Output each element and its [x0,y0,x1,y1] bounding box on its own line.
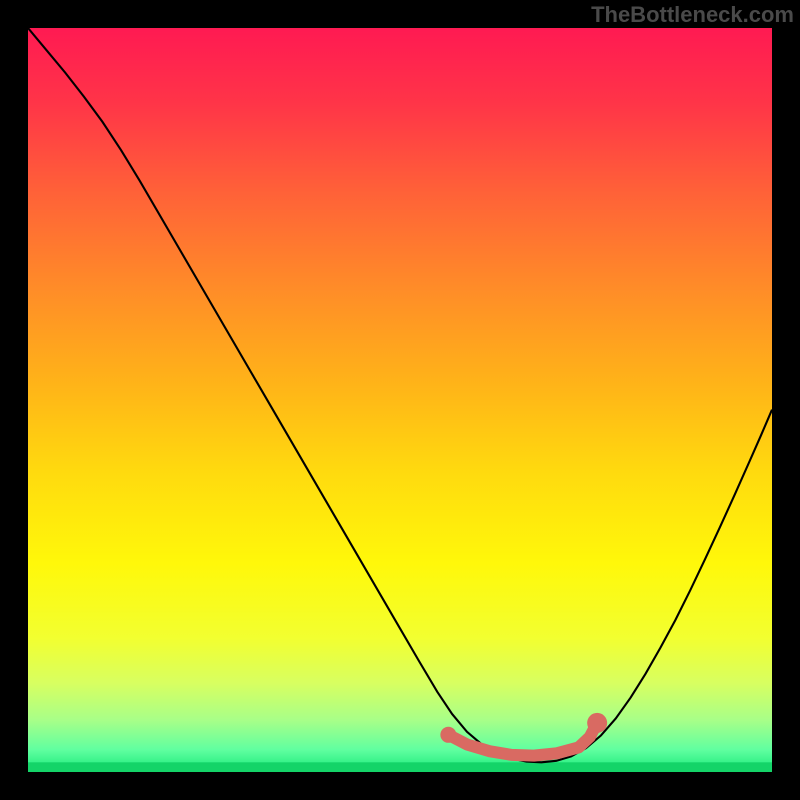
chart-container: TheBottleneck.com [0,0,800,800]
highlight-end-dot [587,713,607,733]
highlight-segment [448,723,597,756]
bottleneck-curve [28,28,772,762]
highlight-start-dot [440,727,456,743]
watermark-text: TheBottleneck.com [591,2,794,28]
chart-area [28,28,772,772]
curve-layer [28,28,772,772]
